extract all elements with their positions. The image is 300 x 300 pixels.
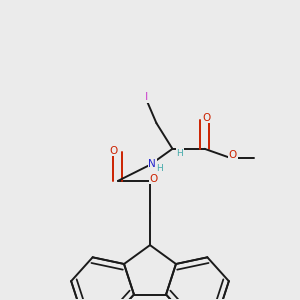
Text: O: O	[110, 146, 118, 156]
Text: H: H	[156, 164, 163, 172]
Text: H: H	[177, 148, 183, 158]
Text: O: O	[149, 174, 157, 184]
Text: O: O	[229, 150, 237, 160]
Text: I: I	[145, 92, 148, 103]
Text: O: O	[202, 113, 211, 123]
Text: N: N	[148, 159, 156, 169]
